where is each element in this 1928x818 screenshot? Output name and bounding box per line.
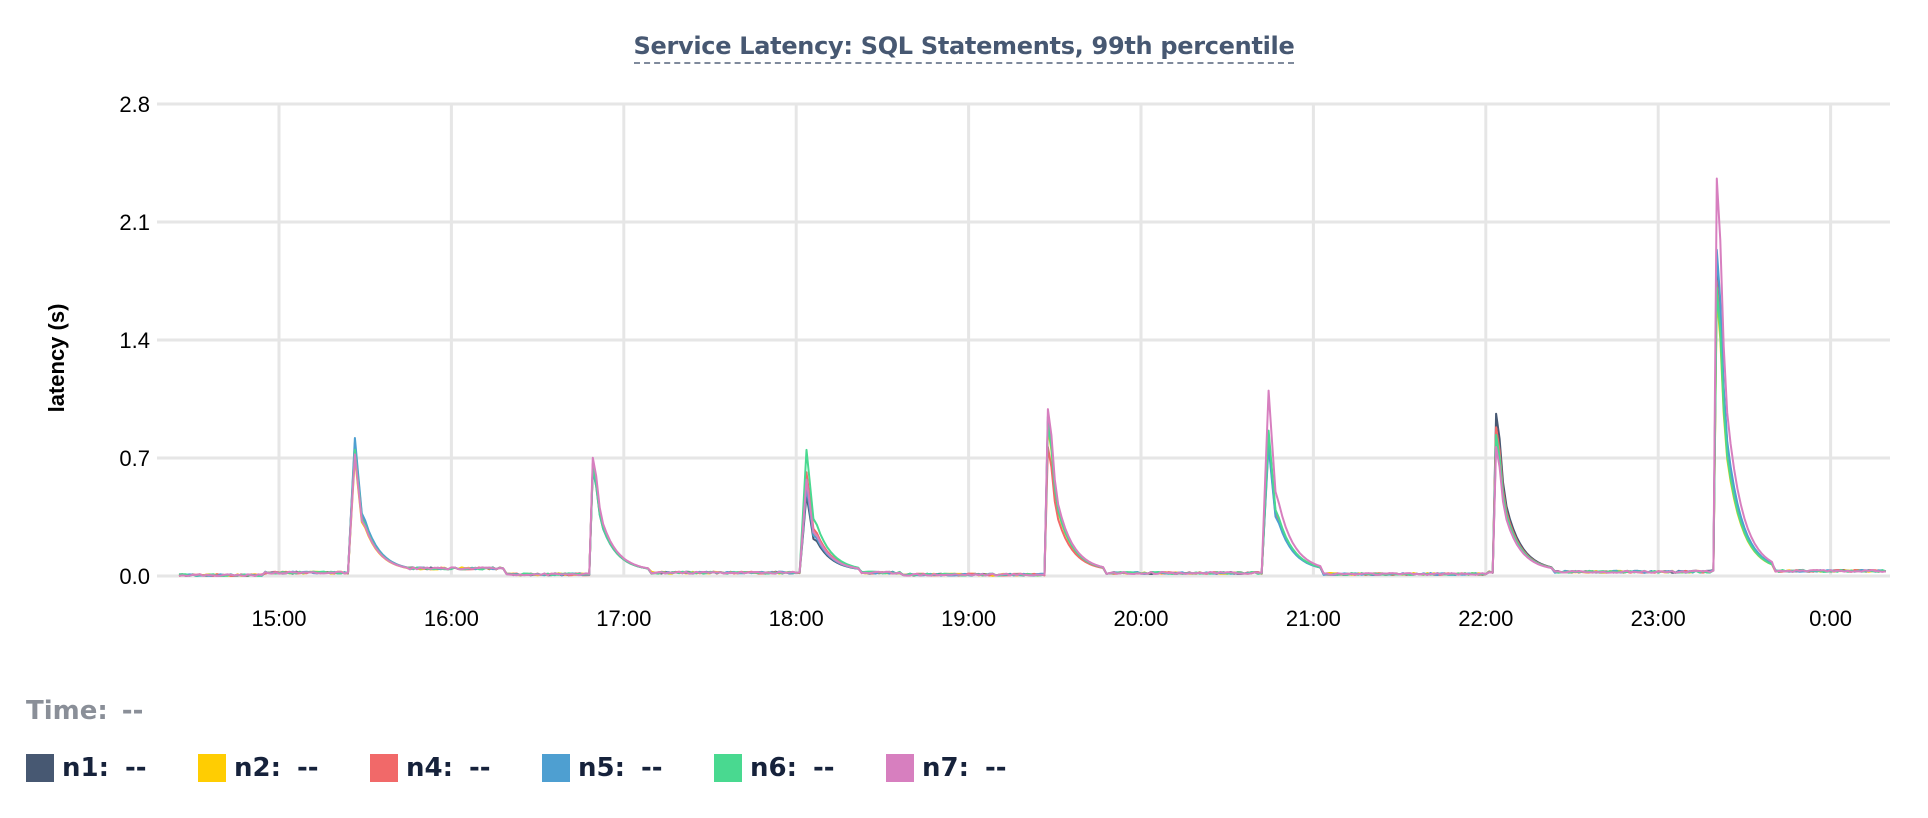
legend-series-value: -- xyxy=(469,753,491,783)
legend-item-n6[interactable]: n6: -- xyxy=(714,753,886,783)
legend-item-n5[interactable]: n5: -- xyxy=(542,753,714,783)
series-line-n6 xyxy=(178,286,1887,577)
latency-chart[interactable]: 0.0 0.7 1.4 2.1 2.8 15:00 16:00 17:00 18:00 19:0… xyxy=(0,0,1928,640)
legend-swatch xyxy=(26,754,54,782)
series-line-n7 xyxy=(178,177,1886,577)
legend-item-n2[interactable]: n2: -- xyxy=(198,753,370,783)
legend-series-value: -- xyxy=(985,753,1007,783)
legend-swatch xyxy=(542,754,570,782)
x-axis-ticks: 15:00 16:00 17:00 18:00 19:00 20:00 21:00 22:00… xyxy=(251,606,1852,631)
series-line-n1 xyxy=(178,256,1886,577)
y-axis-ticks: 0.0 0.7 1.4 2.1 2.8 xyxy=(119,92,150,589)
legend-series-name: n4: xyxy=(406,753,453,783)
time-label: Time: xyxy=(26,696,108,726)
y-axis-label: latency (s) xyxy=(44,304,69,413)
x-tick-label: 23:00 xyxy=(1631,606,1686,631)
legend-item-n7[interactable]: n7: -- xyxy=(886,753,1058,783)
x-tick-label: 16:00 xyxy=(424,606,479,631)
legend-swatch xyxy=(886,754,914,782)
y-tick-label: 2.8 xyxy=(119,92,150,117)
legend-series-name: n7: xyxy=(922,753,969,783)
legend-series-name: n6: xyxy=(750,753,797,783)
legend-series-value: -- xyxy=(813,753,835,783)
chart-grid xyxy=(157,102,1890,578)
x-tick-label: 21:00 xyxy=(1286,606,1341,631)
x-tick-label: 19:00 xyxy=(941,606,996,631)
legend-swatch xyxy=(370,754,398,782)
series-line-n2 xyxy=(178,294,1886,577)
legend-series-name: n1: xyxy=(62,753,109,783)
y-tick-label: 1.4 xyxy=(119,328,150,353)
series-line-n5 xyxy=(178,248,1887,577)
legend-item-n1[interactable]: n1: -- xyxy=(26,753,198,783)
y-tick-label: 2.1 xyxy=(119,210,150,235)
x-tick-label: 17:00 xyxy=(596,606,651,631)
legend-series-value: -- xyxy=(125,753,147,783)
legend-series-name: n2: xyxy=(234,753,281,783)
y-tick-label: 0.0 xyxy=(119,564,150,589)
hover-time-readout: Time: -- xyxy=(26,696,143,726)
chart-title[interactable]: Service Latency: SQL Statements, 99th pe… xyxy=(0,32,1928,64)
x-tick-label: 15:00 xyxy=(251,606,306,631)
legend-item-n4[interactable]: n4: -- xyxy=(370,753,542,783)
y-tick-label: 0.7 xyxy=(119,446,150,471)
legend-series-value: -- xyxy=(297,753,319,783)
x-tick-label: 18:00 xyxy=(769,606,824,631)
legend-series-name: n5: xyxy=(578,753,625,783)
series-legend: n1: -- n2: -- n4: -- n5: -- n6: -- n7: -- xyxy=(26,753,1058,783)
legend-swatch xyxy=(714,754,742,782)
series-line-n4 xyxy=(178,279,1887,577)
time-value: -- xyxy=(121,696,144,726)
legend-swatch xyxy=(198,754,226,782)
legend-series-value: -- xyxy=(641,753,663,783)
x-tick-label: 22:00 xyxy=(1458,606,1513,631)
x-tick-label: 20:00 xyxy=(1113,606,1168,631)
x-tick-label: 0:00 xyxy=(1809,606,1852,631)
chart-title-text[interactable]: Service Latency: SQL Statements, 99th pe… xyxy=(633,32,1295,64)
chart-series xyxy=(178,177,1887,577)
